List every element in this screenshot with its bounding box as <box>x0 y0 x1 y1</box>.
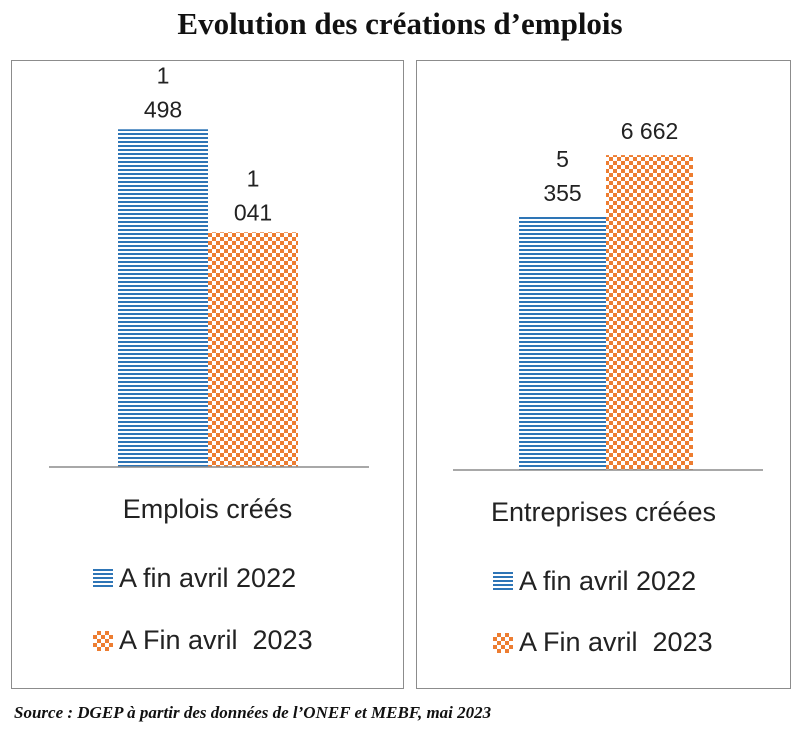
legend-item-2023: A Fin avril 2023 <box>493 627 713 658</box>
checkerboard-swatch-icon <box>493 632 513 653</box>
bar-2023 <box>208 232 298 467</box>
legend-label: A Fin avril 2023 <box>119 625 313 655</box>
bar-plot-entreprises: 5 355 6 662 <box>453 118 763 471</box>
checkerboard-swatch-icon <box>93 630 113 651</box>
data-label: 5 <box>556 146 569 172</box>
chart-title: Evolution des créations d’emplois <box>177 6 623 41</box>
bar-2023 <box>606 155 693 470</box>
legend-item-2022: A fin avril 2022 <box>493 566 696 597</box>
category-label: Emplois créés <box>122 494 293 524</box>
data-label: 498 <box>144 96 182 122</box>
legend-label: A fin avril 2022 <box>119 563 297 593</box>
legend-item-2023: A Fin avril 2023 <box>93 625 313 656</box>
bar-plot-emplois: 1 498 1 041 <box>49 62 369 468</box>
chart-panel-entreprises: 5 355 6 662 Entreprises créées A fin avril… <box>416 60 791 689</box>
data-label: 041 <box>234 199 272 225</box>
bar-2022 <box>519 216 606 470</box>
source-note: Source : DGEP à partir des données de l’… <box>14 703 492 722</box>
data-label: 1 <box>157 62 170 88</box>
data-label: 355 <box>543 180 581 206</box>
legend-label: A fin avril 2022 <box>519 566 697 596</box>
legend-item-2022: A fin avril 2022 <box>93 563 296 594</box>
horizontal-lines-swatch-icon <box>93 568 113 589</box>
legend-label: A Fin avril 2023 <box>519 627 713 657</box>
data-label: 1 <box>247 165 260 191</box>
chart-panel-emplois: 1 498 1 041 Emplois créés A fin avril 2022 … <box>11 60 404 689</box>
bar-2022 <box>118 129 208 467</box>
category-label: Entreprises créées <box>490 497 717 527</box>
data-label: 6 662 <box>621 118 679 144</box>
horizontal-lines-swatch-icon <box>493 571 513 592</box>
